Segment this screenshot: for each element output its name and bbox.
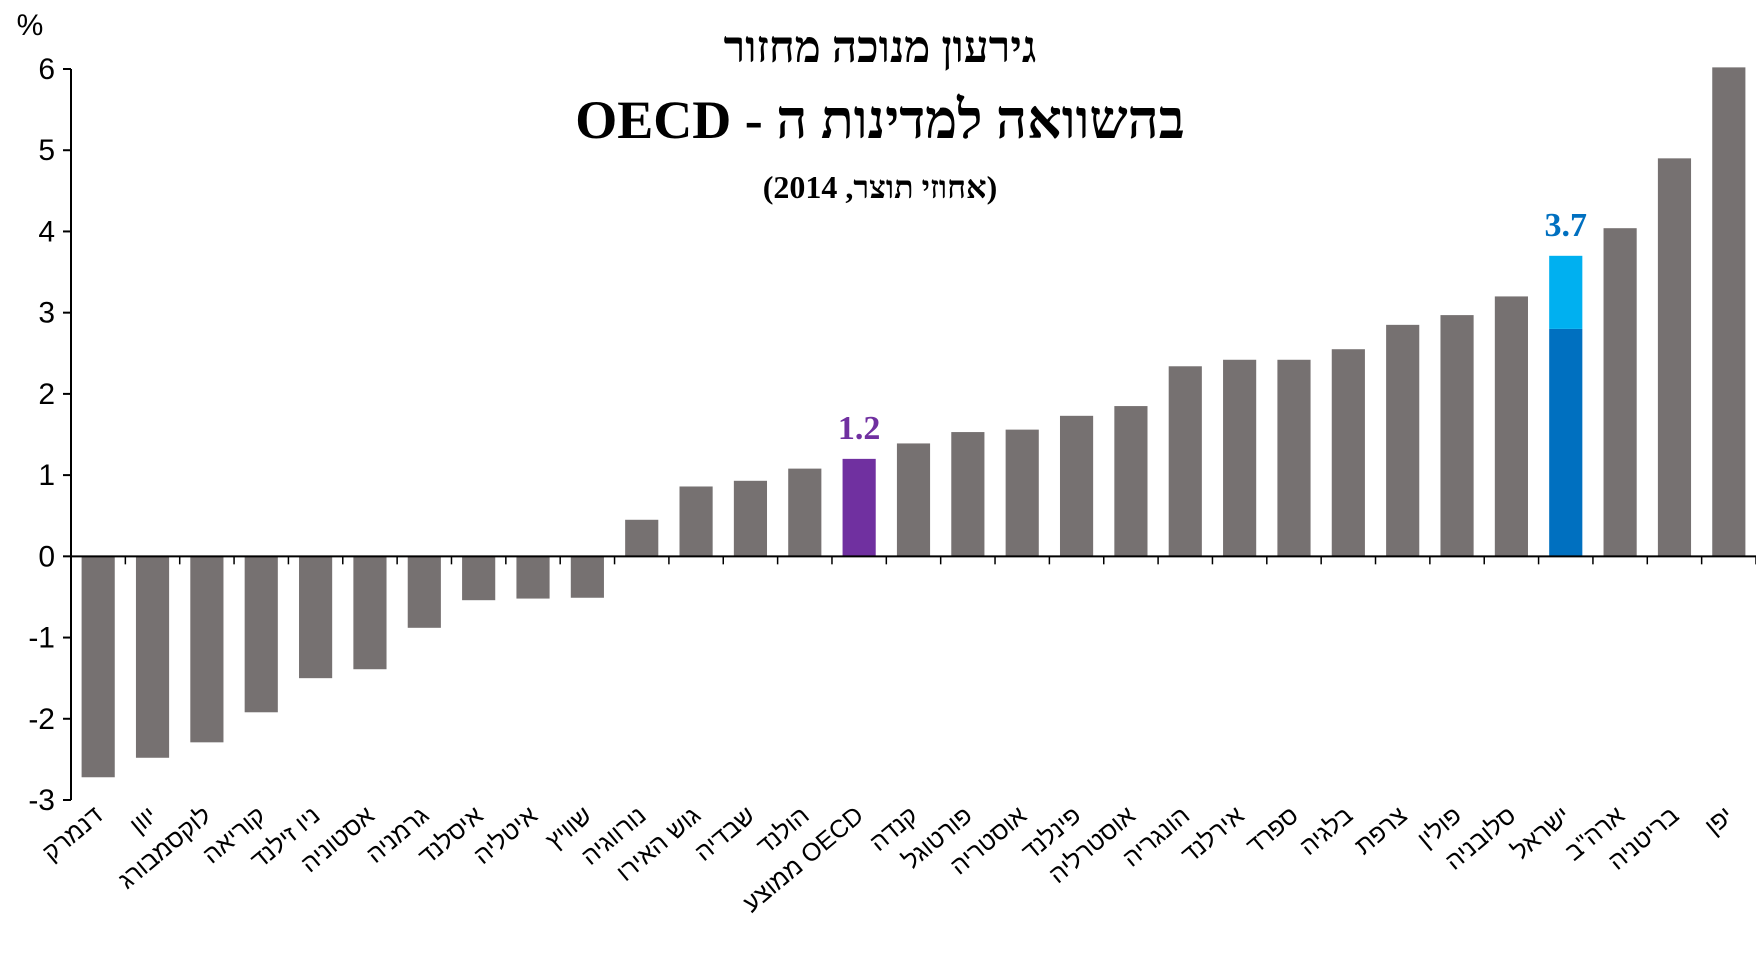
data-label: 1.2 [838, 410, 881, 447]
bar [1168, 366, 1202, 557]
x-tick-label: ישראל [1507, 801, 1576, 865]
x-tick-label: ספרד [1241, 801, 1304, 860]
bar [1657, 158, 1692, 557]
y-tick-label: -1 [28, 622, 55, 655]
chart-subtitle-2: (אחוזי תוצר, 2014) [763, 169, 997, 205]
bar [516, 556, 550, 599]
bar [570, 556, 604, 598]
bar [1386, 324, 1420, 557]
bar [1331, 349, 1365, 557]
bar [135, 556, 170, 758]
bar [1277, 359, 1311, 557]
bar [733, 480, 768, 557]
y-tick-label: 5 [38, 134, 55, 167]
bar [896, 443, 931, 557]
bar [625, 519, 659, 557]
bar [407, 556, 441, 628]
bar [951, 432, 985, 557]
bar [1712, 67, 1746, 557]
y-tick-label: 4 [38, 215, 55, 248]
y-tick-label: -2 [28, 703, 55, 736]
bar [1059, 415, 1094, 557]
bar [244, 556, 278, 713]
x-tick-label: שבדיה [690, 801, 761, 867]
x-tick-label: בלגיה [1295, 801, 1359, 861]
y-tick-label: 3 [38, 297, 55, 330]
bar [1114, 406, 1148, 557]
data-label: 3.7 [1545, 207, 1588, 244]
bar [842, 458, 876, 557]
x-tick-label: איטליה [468, 801, 543, 870]
x-tick-label: צרפת [1350, 801, 1413, 860]
bar [1440, 315, 1474, 557]
bar [1494, 296, 1528, 557]
y-axis: -3 -2 -1 0 1 2 3 4 5 6 [28, 53, 72, 817]
x-tick-label: יוון [124, 801, 162, 839]
y-tick-label: 2 [38, 378, 55, 411]
bar-israel-base [1549, 328, 1583, 557]
bar [1223, 359, 1257, 557]
bar [190, 556, 224, 743]
y-axis-unit: % [17, 9, 44, 42]
bar [1603, 228, 1637, 557]
bar [1005, 429, 1039, 557]
bar [679, 486, 713, 557]
y-tick-label: 1 [38, 459, 55, 492]
bars [81, 67, 1746, 778]
bar [788, 468, 822, 557]
y-tick-label: 6 [38, 53, 55, 86]
data-labels: 1.2 3.7 [838, 207, 1587, 447]
x-tick-label: אירלנד [1176, 801, 1250, 869]
chart-title: גירעון מנוכה מחזור [724, 23, 1037, 72]
bar-israel-top [1549, 255, 1583, 329]
bar [299, 556, 333, 679]
x-tick-label: יפן [1699, 801, 1738, 840]
y-tick-label: 0 [38, 540, 55, 573]
bar [81, 556, 115, 778]
bar [462, 556, 496, 601]
bar [353, 556, 387, 670]
y-tick-label: -3 [28, 784, 55, 817]
chart-subtitle: בהשוואה למדינות ה - OECD [575, 90, 1184, 150]
